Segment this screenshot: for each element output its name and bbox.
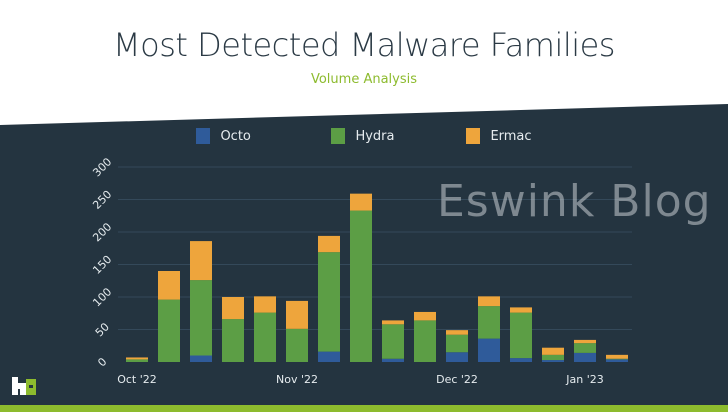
bar-hydra[interactable] (158, 299, 180, 362)
chart-title: Most Detected Malware Families (113, 26, 615, 64)
legend: Octo Hydra Ermac (0, 128, 728, 144)
legend-label: Hydra (355, 128, 395, 144)
bar-ermac[interactable] (574, 339, 596, 344)
legend-item-hydra[interactable]: Hydra (331, 128, 466, 144)
bar-ermac[interactable] (318, 235, 340, 253)
bar-octo[interactable] (478, 338, 500, 362)
bar-hydra[interactable] (446, 334, 468, 353)
bar-octo[interactable] (318, 351, 340, 362)
bar-octo[interactable] (510, 358, 532, 362)
bar-octo[interactable] (446, 352, 468, 362)
legend-label: Octo (220, 128, 251, 144)
bar-hydra[interactable] (574, 343, 596, 353)
bar-hydra[interactable] (126, 359, 148, 362)
legend-swatch-octo (196, 128, 211, 144)
watermark: Eswink Blog (437, 176, 712, 227)
bar-hydra[interactable] (318, 252, 340, 352)
chart-subtitle: Volume Analysis (310, 72, 418, 87)
x-tick-label: Jan '23 (565, 373, 603, 386)
bar-ermac[interactable] (542, 347, 564, 355)
bar-hydra[interactable] (190, 280, 212, 356)
x-tick-label: Oct '22 (117, 373, 157, 386)
legend-swatch-hydra (331, 128, 346, 144)
accent-strip (0, 405, 728, 412)
bar-ermac[interactable] (350, 193, 372, 211)
bar-hydra[interactable] (382, 324, 404, 359)
bar-octo[interactable] (190, 355, 212, 363)
bar-ermac[interactable] (190, 241, 212, 281)
x-tick-label: Nov '22 (276, 373, 318, 386)
bar-ermac[interactable] (478, 296, 500, 307)
bar-hydra[interactable] (542, 354, 564, 361)
bar-hydra[interactable] (414, 320, 436, 362)
bar-ermac[interactable] (222, 297, 244, 320)
x-tick-label: Dec '22 (436, 373, 478, 386)
legend-item-ermac[interactable]: Ermac (466, 128, 532, 144)
legend-swatch-ermac (466, 128, 481, 144)
bar-hydra[interactable] (286, 328, 308, 362)
bar-octo[interactable] (382, 358, 404, 362)
bar-hydra[interactable] (606, 358, 628, 360)
bar-ermac[interactable] (286, 300, 308, 329)
legend-item-octo[interactable]: Octo (196, 128, 331, 144)
bar-octo[interactable] (542, 360, 564, 362)
bar-hydra[interactable] (254, 312, 276, 362)
bar-ermac[interactable] (382, 320, 404, 325)
bar-ermac[interactable] (606, 354, 628, 359)
bar-octo[interactable] (606, 359, 628, 362)
bar-ermac[interactable] (510, 307, 532, 313)
bar-hydra[interactable] (222, 319, 244, 362)
bar-ermac[interactable] (126, 357, 148, 360)
bar-hydra[interactable] (510, 312, 532, 359)
bar-ermac[interactable] (446, 330, 468, 335)
bar-ermac[interactable] (414, 311, 436, 321)
bar-ermac[interactable] (158, 271, 180, 300)
bar-hydra[interactable] (350, 210, 372, 362)
bar-ermac[interactable] (254, 296, 276, 313)
legend-label: Ermac (490, 128, 532, 144)
bar-octo[interactable] (574, 352, 596, 362)
bar-hydra[interactable] (478, 306, 500, 339)
brand-logo (12, 377, 36, 395)
